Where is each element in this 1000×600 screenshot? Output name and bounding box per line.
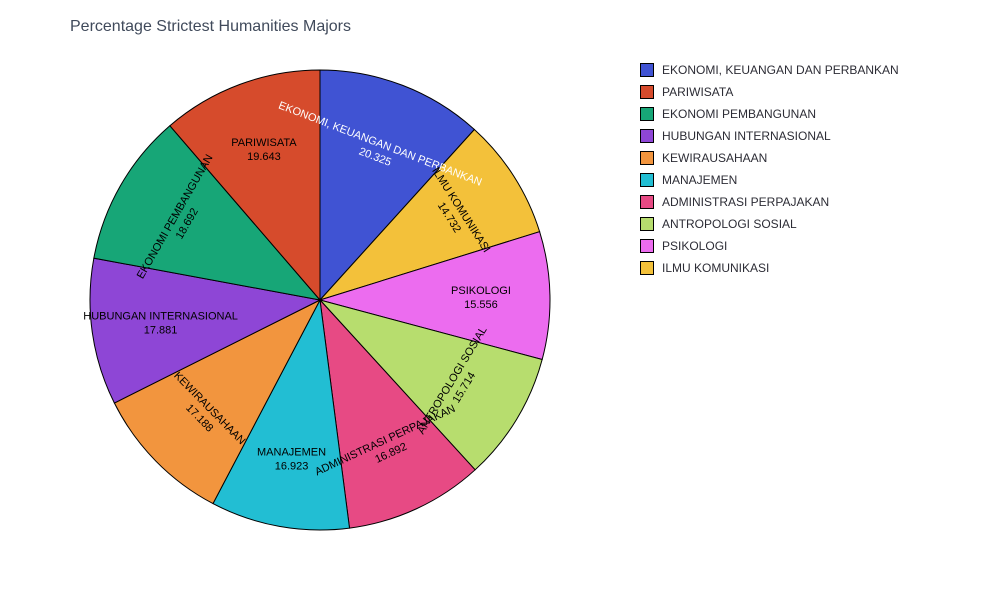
legend-swatch [640, 239, 654, 253]
legend-label: PSIKOLOGI [662, 239, 727, 253]
legend-swatch [640, 107, 654, 121]
legend-item: MANAJEMEN [640, 170, 899, 190]
legend-label: PARIWISATA [662, 85, 733, 99]
legend-item: KEWIRAUSAHAAN [640, 148, 899, 168]
legend-swatch [640, 85, 654, 99]
legend-item: EKONOMI, KEUANGAN DAN PERBANKAN [640, 60, 899, 80]
legend-label: ADMINISTRASI PERPAJAKAN [662, 195, 829, 209]
legend-swatch [640, 261, 654, 275]
chart-title: Percentage Strictest Humanities Majors [70, 18, 351, 36]
legend: EKONOMI, KEUANGAN DAN PERBANKAN PARIWISAT… [640, 60, 899, 280]
legend-label: EKONOMI, KEUANGAN DAN PERBANKAN [662, 63, 899, 77]
legend-label: EKONOMI PEMBANGUNAN [662, 107, 816, 121]
legend-label: KEWIRAUSAHAAN [662, 151, 767, 165]
legend-swatch [640, 63, 654, 77]
legend-label: ILMU KOMUNIKASI [662, 261, 769, 275]
legend-item: ANTROPOLOGI SOSIAL [640, 214, 899, 234]
legend-item: ADMINISTRASI PERPAJAKAN [640, 192, 899, 212]
legend-label: MANAJEMEN [662, 173, 737, 187]
chart-stage: Percentage Strictest Humanities Majors E… [0, 0, 1000, 600]
legend-item: HUBUNGAN INTERNASIONAL [640, 126, 899, 146]
legend-item: PARIWISATA [640, 82, 899, 102]
pie-chart: EKONOMI, KEUANGAN DAN PERBANKAN20.325ILM… [70, 50, 570, 550]
legend-item: ILMU KOMUNIKASI [640, 258, 899, 278]
legend-swatch [640, 173, 654, 187]
legend-item: EKONOMI PEMBANGUNAN [640, 104, 899, 124]
legend-swatch [640, 151, 654, 165]
legend-swatch [640, 129, 654, 143]
legend-label: ANTROPOLOGI SOSIAL [662, 217, 797, 231]
legend-label: HUBUNGAN INTERNASIONAL [662, 129, 831, 143]
legend-swatch [640, 217, 654, 231]
legend-swatch [640, 195, 654, 209]
legend-item: PSIKOLOGI [640, 236, 899, 256]
